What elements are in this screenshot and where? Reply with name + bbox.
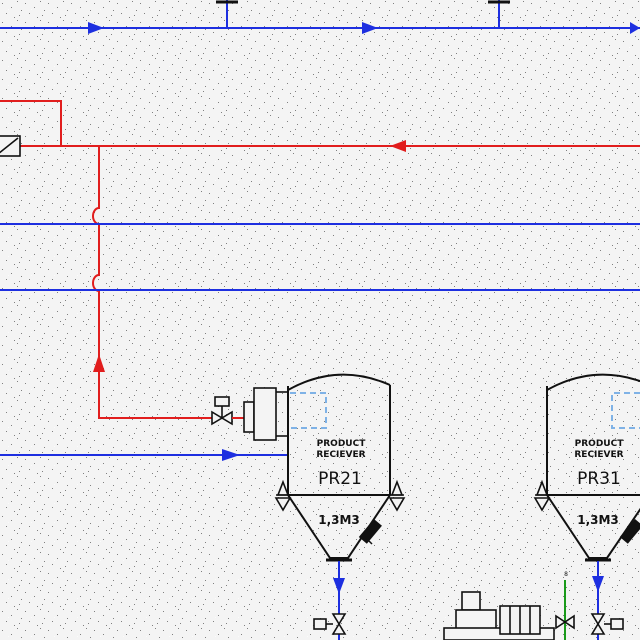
receiver-label-line2: RECIEVER xyxy=(574,450,623,460)
green-line-valve: 8 xyxy=(555,571,575,640)
receiver-label-line1: PRODUCT xyxy=(575,439,625,449)
receiver-pr21: PRODUCT RECIEVER PR21 1,3M3 xyxy=(274,373,406,562)
control-valve xyxy=(211,396,244,426)
flow-arrow-right xyxy=(362,22,378,34)
flow-arrow-right xyxy=(630,22,640,34)
receiver-volume: 1,3M3 xyxy=(318,513,360,527)
receiver-label-line2: RECIEVER xyxy=(316,450,365,460)
outlet-pr21 xyxy=(313,561,347,640)
motor-unit xyxy=(443,591,555,640)
outlet-pr31 xyxy=(590,561,624,640)
small-tag-label: 8 xyxy=(564,571,568,578)
receiver-tag: PR21 xyxy=(318,469,362,489)
receiver-pr31: PRODUCT RECIEVER PR31 1,3M3 xyxy=(533,373,640,562)
flow-arrow-right xyxy=(222,449,240,461)
receiver-volume: 1,3M3 xyxy=(577,513,619,527)
receiver-tag: PR31 xyxy=(577,469,621,489)
flow-arrow-right xyxy=(88,22,104,34)
edge-filter-symbol xyxy=(0,135,21,157)
receiver-label-line1: PRODUCT xyxy=(317,439,367,449)
flow-arrow-up xyxy=(93,354,105,372)
blue-line-top xyxy=(0,0,640,29)
flow-arrow-left xyxy=(390,140,406,152)
filter-housing xyxy=(243,387,288,441)
